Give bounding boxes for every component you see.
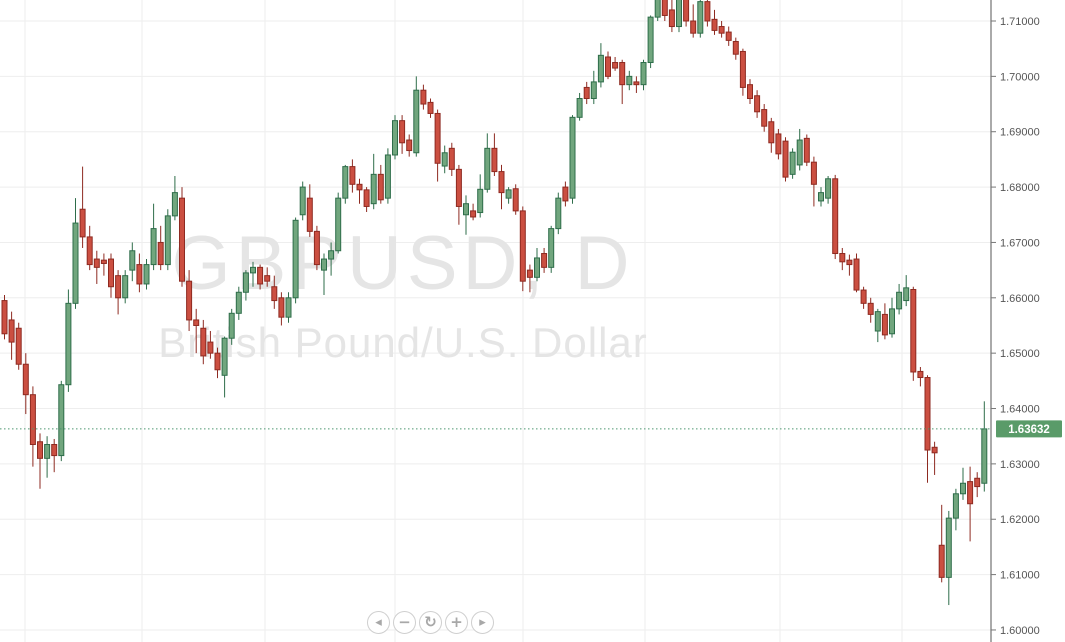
svg-text:1.62000: 1.62000 bbox=[1000, 514, 1040, 526]
scroll-right-button[interactable]: ▸ bbox=[471, 611, 494, 634]
zoom-out-button[interactable]: − bbox=[393, 611, 416, 634]
svg-text:1.61000: 1.61000 bbox=[1000, 570, 1040, 582]
svg-text:1.71000: 1.71000 bbox=[1000, 16, 1040, 28]
svg-text:1.64000: 1.64000 bbox=[1000, 404, 1040, 416]
svg-text:1.68000: 1.68000 bbox=[1000, 182, 1040, 194]
svg-text:1.66000: 1.66000 bbox=[1000, 293, 1040, 305]
arrow-left-icon: ◂ bbox=[375, 615, 382, 630]
last-price-badge-label: 1.63632 bbox=[1008, 424, 1050, 436]
svg-text:1.69000: 1.69000 bbox=[1000, 127, 1040, 139]
reset-icon: ↻ bbox=[424, 613, 437, 631]
zoom-in-button[interactable]: + bbox=[445, 611, 468, 634]
svg-text:1.60000: 1.60000 bbox=[1000, 625, 1040, 637]
watermark-description-text: British Pound/U.S. Dollar bbox=[158, 319, 648, 366]
svg-text:1.67000: 1.67000 bbox=[1000, 237, 1040, 249]
svg-text:1.70000: 1.70000 bbox=[1000, 71, 1040, 83]
price-scale[interactable]: 1.71000 1.70000 1.69000 1.68000 1.67000 1.660… bbox=[990, 0, 1040, 642]
chart-grid bbox=[0, 0, 991, 642]
arrow-right-icon: ▸ bbox=[479, 615, 486, 630]
reset-zoom-button[interactable]: ↻ bbox=[419, 611, 442, 634]
scroll-left-button[interactable]: ◂ bbox=[367, 611, 390, 634]
candlestick-series bbox=[1, 0, 988, 606]
svg-text:1.65000: 1.65000 bbox=[1000, 348, 1040, 360]
svg-text:1.63000: 1.63000 bbox=[1000, 459, 1040, 471]
last-price-badge: 1.63632 bbox=[996, 420, 1062, 438]
minus-icon: − bbox=[398, 613, 411, 631]
plus-icon: + bbox=[450, 613, 463, 631]
chart-nav-toolbar: ◂ − ↻ + ▸ bbox=[367, 611, 494, 634]
symbol-watermark: GBPUSD, D British Pound/U.S. Dollar bbox=[158, 221, 648, 366]
